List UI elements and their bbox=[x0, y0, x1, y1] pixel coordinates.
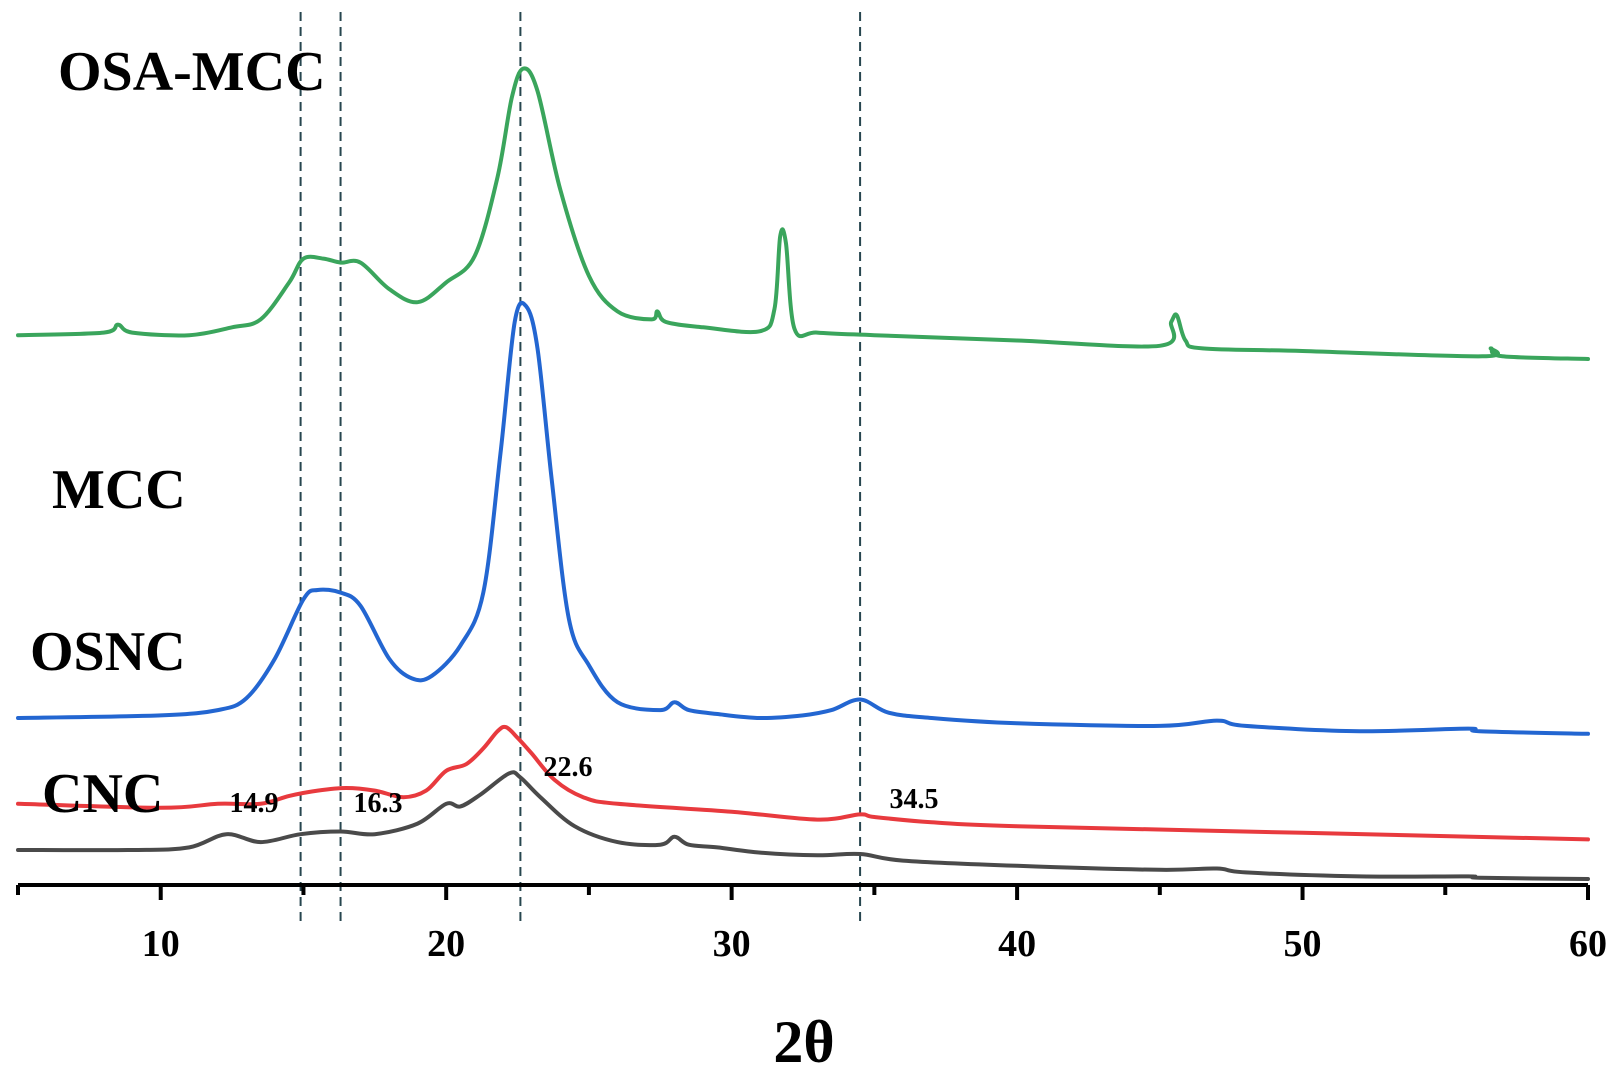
peak-label-14-9: 14.9 bbox=[230, 788, 279, 819]
peak-label-34-5: 34.5 bbox=[890, 784, 939, 815]
peak-label-22-6: 22.6 bbox=[544, 752, 593, 783]
series-line-cnc bbox=[16, 770, 1590, 881]
series-label-cnc: CNC bbox=[42, 763, 163, 825]
x-tick-label: 50 bbox=[1284, 923, 1322, 965]
x-tick-label: 30 bbox=[713, 923, 751, 965]
series-label-mcc: MCC bbox=[52, 459, 186, 521]
x-axis-title: 2θ bbox=[773, 1009, 834, 1075]
series-label-osa-mcc: OSA-MCC bbox=[58, 41, 326, 103]
x-axis: 10 20 30 40 50 60 bbox=[16, 883, 1607, 965]
peak-label-16-3: 16.3 bbox=[354, 788, 403, 819]
reference-lines bbox=[299, 12, 862, 922]
series-line-mcc bbox=[16, 300, 1590, 736]
x-tick-label: 20 bbox=[427, 923, 465, 965]
series-label-osnc: OSNC bbox=[30, 621, 186, 683]
x-tick-label: 60 bbox=[1569, 923, 1607, 965]
peak-labels: 14.9 16.3 22.6 34.5 bbox=[230, 752, 939, 819]
series-line-osnc bbox=[16, 724, 1590, 842]
series-labels: OSA-MCC MCC OSNC CNC bbox=[30, 41, 326, 825]
x-tick-label: 10 bbox=[142, 923, 180, 965]
x-tick-label: 40 bbox=[998, 923, 1036, 965]
series-line-osa-mcc bbox=[16, 66, 1590, 361]
series-layer bbox=[16, 66, 1590, 881]
